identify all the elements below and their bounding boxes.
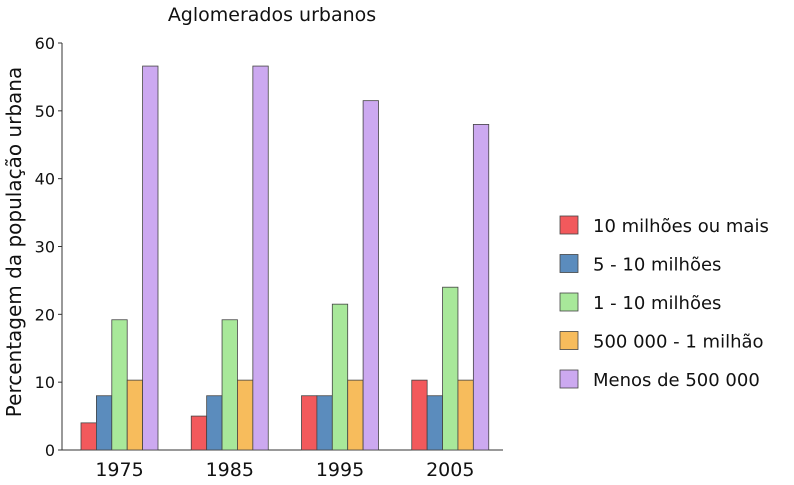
legend-label: 500 000 - 1 milhão: [593, 332, 764, 353]
y-tick-label: 30: [35, 238, 55, 257]
bar-1975-series-5: [142, 65, 159, 451]
y-axis: 0 10 20 30 40 50 60: [35, 34, 63, 460]
y-axis-label: Percentagem da população urbana: [2, 67, 26, 417]
bar-1985-series-1: [190, 415, 208, 451]
x-tick-label: 1985: [206, 459, 254, 481]
legend: 10 milhões ou mais 5 - 10 milhões 1 - 10 m…: [559, 215, 769, 391]
bar-1985-series-5: [252, 65, 269, 451]
x-tick-label: 2005: [426, 459, 474, 481]
y-tick-label: 10: [35, 373, 55, 392]
x-tick-label: 1995: [316, 459, 364, 481]
bar-1995-series-1: [301, 395, 318, 451]
bars: [80, 65, 490, 451]
y-tick-label: 0: [45, 441, 55, 460]
bar-1995-series-5: [362, 100, 379, 451]
x-axis: 1975 1985 1995 2005: [62, 449, 503, 481]
bar-1975-series-4: [126, 379, 143, 451]
y-tick-label: 60: [35, 34, 55, 53]
bar-1985-series-2: [206, 395, 223, 451]
bar-1995-series-4: [347, 379, 364, 451]
bar-1975-series-2: [96, 395, 113, 451]
legend-label: 1 - 10 milhões: [593, 293, 721, 314]
legend-swatch: [559, 292, 579, 312]
y-tick-label: 20: [35, 305, 55, 324]
legend-label: Menos de 500 000: [593, 370, 760, 391]
bar-1985-series-4: [237, 379, 254, 451]
bar-2005-series-1: [411, 379, 428, 451]
bar-1995-series-3: [331, 303, 349, 451]
legend-label: 5 - 10 milhões: [593, 255, 721, 276]
bar-2005-series-5: [472, 124, 490, 451]
bar-1975-series-3: [111, 319, 128, 451]
x-tick-label: 1975: [95, 459, 143, 481]
legend-swatch: [559, 215, 579, 235]
legend-label: 10 milhões ou mais: [593, 216, 769, 237]
chart-title: Aglomerados urbanos: [168, 4, 376, 26]
y-tick-label: 50: [35, 102, 55, 121]
legend-swatch: [559, 331, 579, 350]
legend-swatch: [559, 369, 579, 389]
bar-2005-series-4: [457, 379, 474, 451]
legend-swatch: [559, 254, 579, 273]
y-tick-label: 40: [35, 170, 55, 189]
bar-2005-series-2: [426, 395, 443, 451]
bar-1995-series-2: [316, 395, 333, 451]
bar-1975-series-1: [80, 422, 97, 451]
bar-1985-series-3: [221, 319, 238, 451]
bar-2005-series-3: [442, 286, 459, 451]
